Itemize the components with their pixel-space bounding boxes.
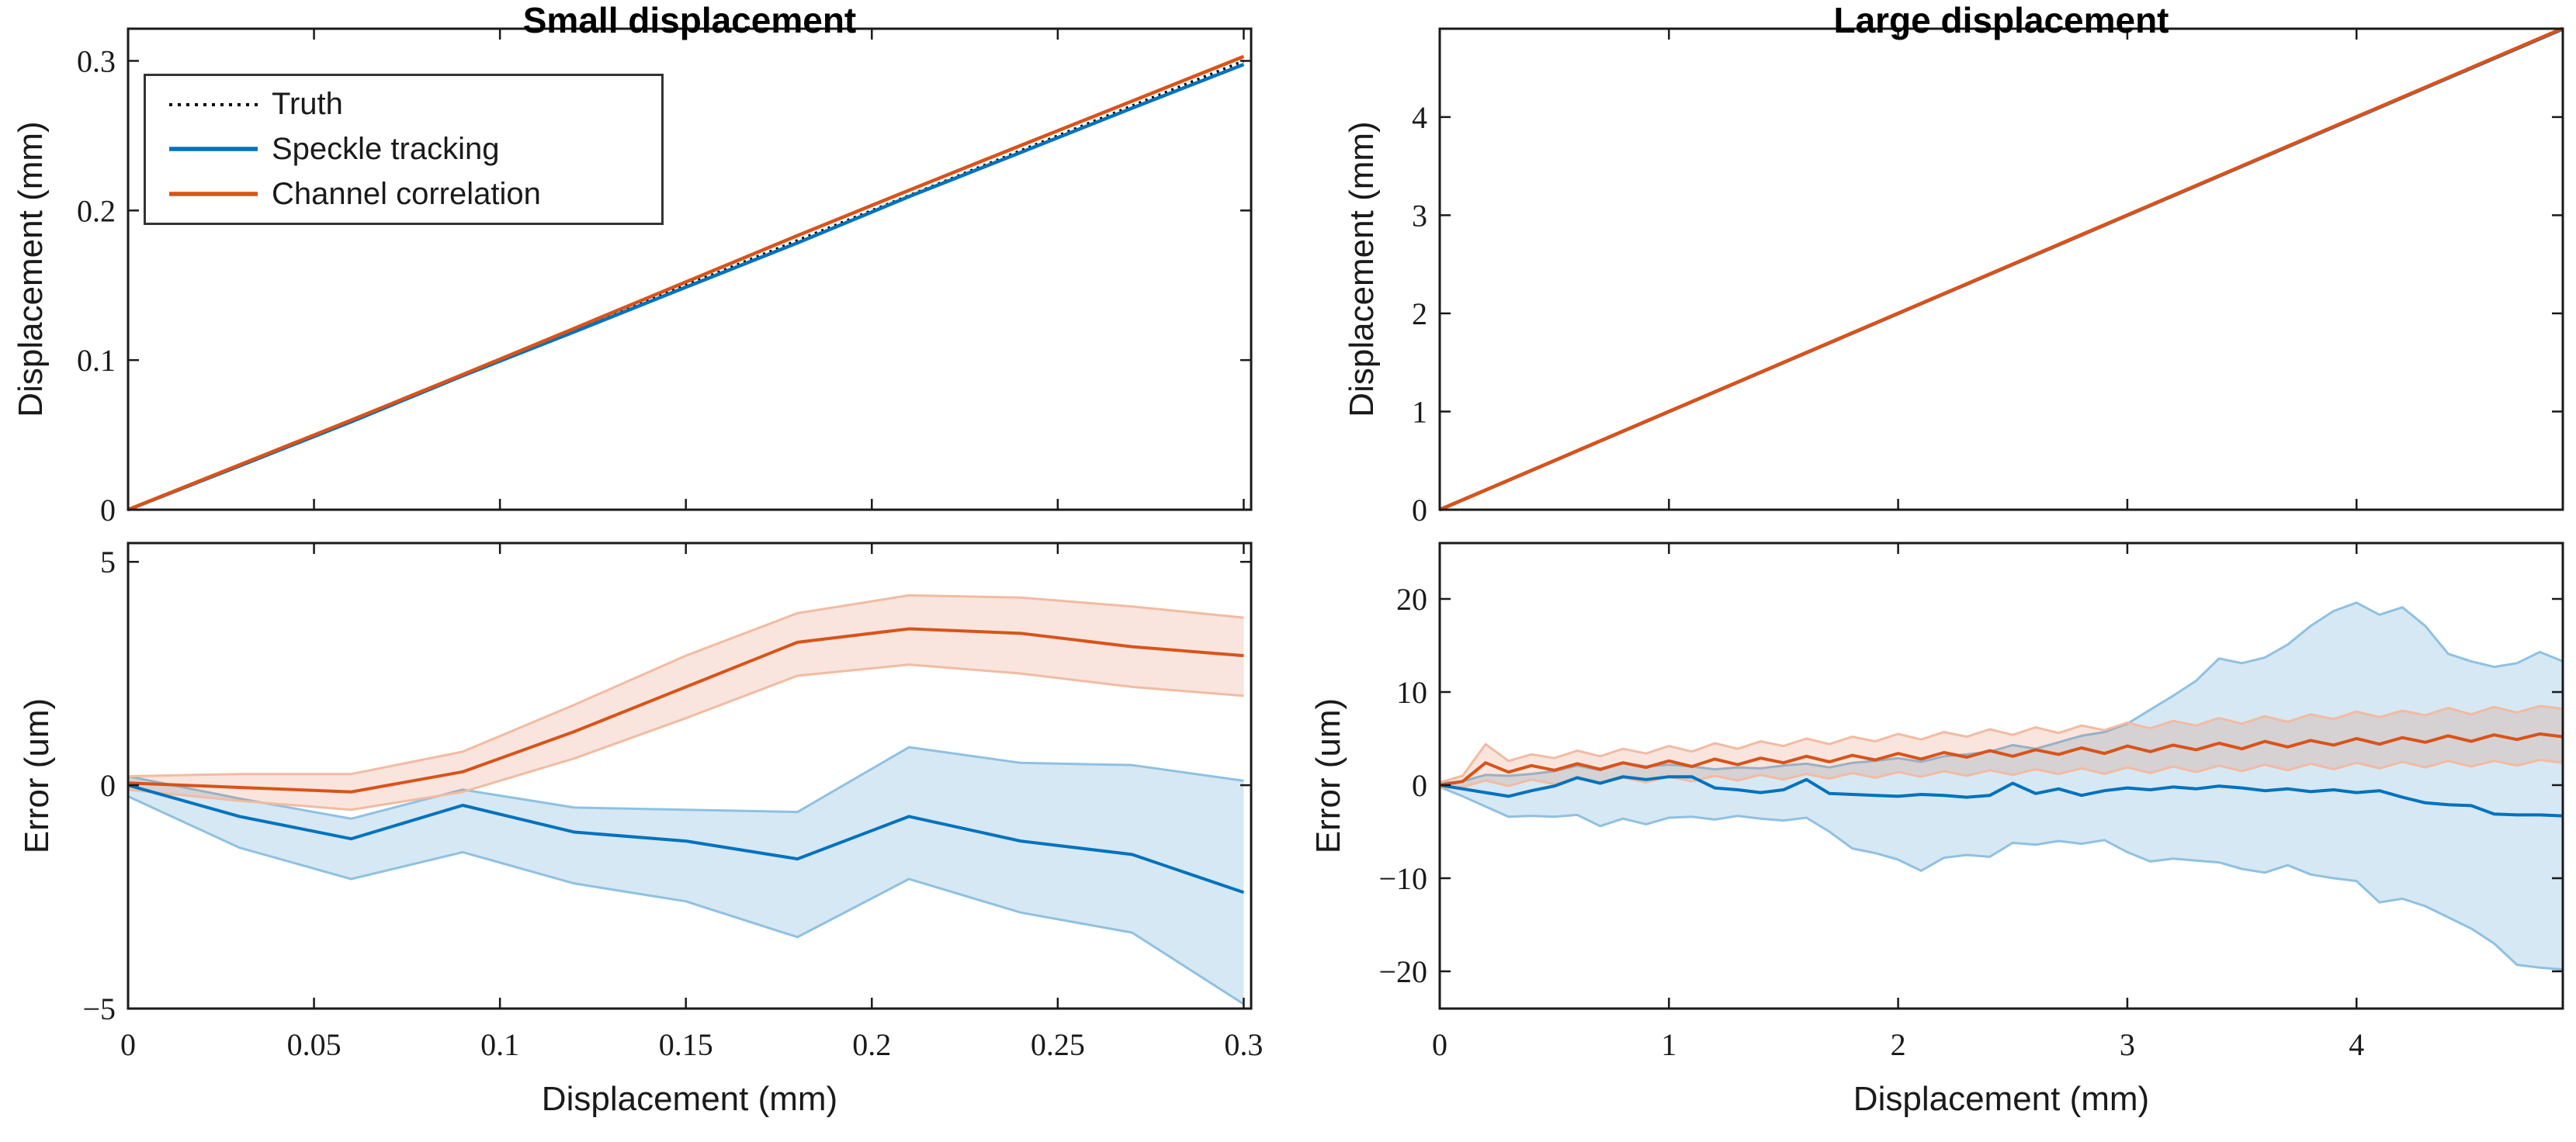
- confidence-band: [128, 595, 1244, 810]
- x-tick-label: 0.05: [287, 1027, 342, 1062]
- xlabel-bottom-left: Displacement (mm): [541, 1080, 838, 1118]
- legend-line-channel-correlation: [169, 192, 258, 196]
- y-tick-label: 0.1: [77, 343, 116, 378]
- legend-line-speckle-tracking: [169, 147, 258, 152]
- y-tick-label: 10: [1396, 675, 1427, 710]
- y-tick-label: 1: [1412, 394, 1427, 429]
- ylabel-bottom-right: Error (um): [1309, 697, 1347, 854]
- legend-item-label: Speckle tracking: [272, 131, 500, 166]
- band-edge-upper: [127, 593, 1244, 778]
- legend: Truth Speckle tracking Channel correlation: [144, 74, 664, 225]
- legend-item: Truth: [168, 87, 654, 122]
- subplot-small-displacement: 0 0.1 0.2 0.3: [77, 27, 1253, 528]
- axes-box: [1438, 542, 2564, 1010]
- y-tick-label: 0: [1412, 493, 1427, 528]
- y-tick-label: −5: [82, 991, 116, 1026]
- subplot-small-error: 0 0.05 0.1 0.15 0.2 0.25 0.3−505: [82, 542, 1263, 1062]
- x-tick-label: 0.15: [659, 1027, 713, 1062]
- series-line-channel-correlation-error: [127, 627, 1244, 794]
- band-edge-lower: [127, 795, 1245, 1005]
- y-tick-label: −20: [1378, 954, 1427, 989]
- confidence-band: [1440, 706, 2563, 788]
- series-line-channel-correlation: [1439, 26, 2564, 512]
- confidence-band: [1440, 602, 2563, 970]
- y-tick-label: 0.3: [77, 43, 116, 78]
- y-tick-label: 2: [1412, 296, 1427, 331]
- x-tick-label: 1: [1661, 1027, 1676, 1062]
- y-tick-label: 4: [1412, 100, 1427, 135]
- title-small-displacement: Small displacement: [522, 0, 857, 40]
- series-line-channel-correlation-error: [1439, 732, 2564, 787]
- band-edge-lower: [127, 663, 1244, 812]
- ylabel-bottom-left: Error (um): [18, 697, 56, 854]
- legend-item-label: Truth: [272, 87, 343, 122]
- legend-item-label: Channel correlation: [272, 176, 541, 211]
- title-large-displacement: Large displacement: [1833, 0, 2169, 40]
- x-tick-label: 0.3: [1224, 1027, 1263, 1062]
- series-line-speckle-tracking-error: [127, 784, 1245, 895]
- y-tick-label: 5: [100, 545, 116, 580]
- ylabel-top-left: Displacement (mm): [12, 121, 50, 417]
- x-tick-label: 0.2: [852, 1027, 891, 1062]
- y-tick-label: 0: [100, 493, 116, 528]
- x-tick-label: 0: [1432, 1027, 1447, 1062]
- x-tick-label: 4: [2349, 1027, 2364, 1062]
- x-tick-label: 0.25: [1031, 1027, 1085, 1062]
- series-line-channel-correlation: [127, 54, 1245, 511]
- y-tick-label: 0.2: [77, 193, 116, 228]
- band-edge-lower: [1439, 786, 2564, 971]
- x-tick-label: 0.1: [480, 1027, 519, 1062]
- legend-line-truth: [169, 102, 258, 106]
- band-edge-upper: [1439, 704, 2564, 784]
- y-tick-label: 20: [1396, 582, 1427, 617]
- subplot-large-displacement: 0 1 2 3 4: [1412, 26, 2564, 528]
- axes-box: [127, 27, 1253, 511]
- ylabel-top-right: Displacement (mm): [1343, 121, 1381, 417]
- axes-box: [1438, 27, 2564, 511]
- y-tick-label: 0: [100, 768, 116, 803]
- confidence-band: [128, 747, 1244, 1005]
- axes-box: [127, 542, 1253, 1010]
- band-edge-upper: [127, 746, 1244, 820]
- x-tick-label: 3: [2120, 1027, 2135, 1062]
- y-tick-label: 3: [1412, 198, 1427, 233]
- y-tick-label: 0: [1412, 768, 1427, 803]
- x-tick-label: 0: [120, 1027, 136, 1062]
- subplot-large-error: 0 1 2 3 4 −20 −10 0 10 20: [1378, 542, 2564, 1062]
- x-tick-label: 2: [1891, 1027, 1906, 1062]
- legend-item: Channel correlation: [168, 177, 654, 212]
- legend-item: Speckle tracking: [168, 132, 654, 167]
- y-tick-label: −10: [1378, 861, 1427, 896]
- xlabel-bottom-right: Displacement (mm): [1853, 1080, 2150, 1118]
- series-line-speckle-tracking-error: [1439, 775, 2564, 818]
